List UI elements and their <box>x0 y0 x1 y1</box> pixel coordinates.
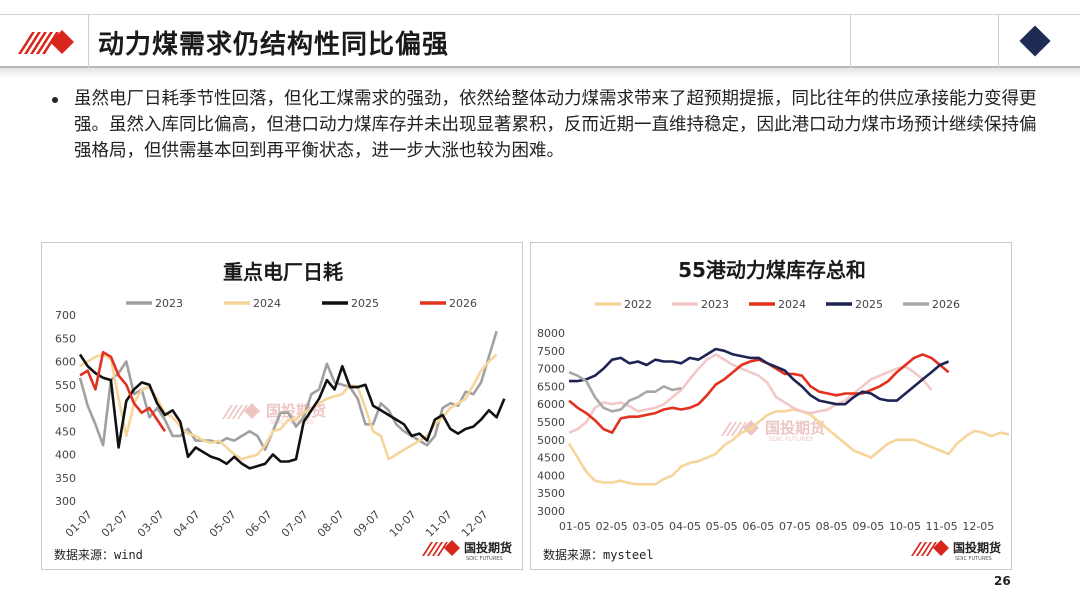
y-tick-label: 650 <box>55 332 76 345</box>
header-divider <box>998 14 999 68</box>
x-tick-label: 08-05 <box>816 520 848 533</box>
chart-panel-port-stock: 55港动力煤库存总和 2022 2023 2024 2025 2026 3000 3500 40… <box>530 242 1012 570</box>
header-divider <box>850 14 851 68</box>
legend-label: 2024 <box>253 297 281 310</box>
y-tick-label: 6500 <box>537 380 565 393</box>
brand-sub: SDIC FUTURES <box>955 556 992 562</box>
series-line-2025 <box>569 347 950 406</box>
x-tick-label: 01-05 <box>559 520 591 533</box>
y-tick-label: 5500 <box>537 416 565 429</box>
x-tick-label: 01-07 <box>63 508 95 540</box>
x-tick-label: 04-07 <box>171 508 203 540</box>
svg-text:SDIC FUTURES: SDIC FUTURES <box>270 419 314 426</box>
y-tick-label: 400 <box>55 449 76 462</box>
x-tick-label: 08-07 <box>315 508 347 540</box>
x-tick-label: 04-05 <box>669 520 701 533</box>
y-tick-label: 8000 <box>537 327 565 340</box>
x-tick-label: 11-07 <box>423 508 455 540</box>
header-divider <box>88 14 89 68</box>
y-tick-label: 350 <box>55 472 76 485</box>
x-tick-label: 10-07 <box>387 508 419 540</box>
legend-label: 2026 <box>449 297 477 310</box>
svg-text:国投期货: 国投期货 <box>765 419 825 437</box>
chart-title: 重点电厂日耗 <box>223 260 343 284</box>
legend-label: 2025 <box>351 297 379 310</box>
bullet-dot-icon <box>52 97 58 103</box>
x-tick-label: 03-05 <box>632 520 664 533</box>
legend-label: 2026 <box>932 298 960 311</box>
bullet-paragraph: 虽然电厂日耗季节性回落，但化工煤需求的强劲，依然给整体动力煤需求带来了超预期提振… <box>52 86 1037 164</box>
x-tick-label: 11-05 <box>926 520 958 533</box>
series-line-2026 <box>79 350 166 433</box>
series-line-2025 <box>78 353 506 470</box>
chart-panel-daily-consumption: 重点电厂日耗 2023 2024 2025 2026 300 350 400 450 500 550… <box>41 242 523 570</box>
y-tick-label: 550 <box>55 379 76 392</box>
x-tick-label: 03-07 <box>135 508 167 540</box>
x-tick-label: 06-07 <box>243 508 275 540</box>
data-source: 数据来源：wind <box>54 547 143 562</box>
y-tick-label: 6000 <box>537 398 565 411</box>
y-tick-label: 300 <box>55 495 76 508</box>
x-tick-label: 10-05 <box>889 520 921 533</box>
header-band <box>0 14 1080 68</box>
page-title: 动力煤需求仍结构性同比偏强 <box>98 30 450 60</box>
series-line-2022 <box>567 408 1010 486</box>
x-tick-label: 05-05 <box>706 520 738 533</box>
page-number: 26 <box>994 574 1011 588</box>
x-tick-label: 09-05 <box>852 520 884 533</box>
legend-label: 2023 <box>155 297 183 310</box>
data-source: 数据来源：mysteel <box>543 547 654 562</box>
x-tick-label: 06-05 <box>742 520 774 533</box>
bullet-text: 虽然电厂日耗季节性回落，但化工煤需求的强劲，依然给整体动力煤需求带来了超预期提振… <box>74 89 1037 161</box>
y-tick-label: 5000 <box>537 434 565 447</box>
port-stock-chart: 55港动力煤库存总和 2022 2023 2024 2025 2026 3000 3500 40… <box>537 258 1010 562</box>
legend-label: 2022 <box>624 298 652 311</box>
y-tick-label: 450 <box>55 425 76 438</box>
series-line-2024 <box>568 353 950 434</box>
brand-name: 国投期货 <box>464 540 512 555</box>
brand-logo-icon <box>422 540 460 556</box>
brand-name: 国投期货 <box>953 540 1001 555</box>
brand-logo-icon <box>911 540 949 556</box>
x-tick-label: 09-07 <box>351 508 383 540</box>
x-tick-label: 12-07 <box>459 508 491 540</box>
y-tick-label: 4500 <box>537 452 565 465</box>
svg-text:国投期货: 国投期货 <box>266 402 326 420</box>
y-tick-label: 7500 <box>537 345 565 358</box>
series-line-2023 <box>78 330 498 452</box>
x-tick-label: 07-05 <box>779 520 811 533</box>
series-line-2023 <box>568 353 933 434</box>
x-tick-label: 12-05 <box>962 520 994 533</box>
y-tick-label: 3000 <box>537 505 565 518</box>
legend-label: 2025 <box>855 298 883 311</box>
brand-logo-icon <box>18 30 74 54</box>
x-tick-label: 02-05 <box>596 520 628 533</box>
y-tick-label: 4000 <box>537 469 565 482</box>
y-tick-label: 7000 <box>537 363 565 376</box>
y-tick-label: 3500 <box>537 487 565 500</box>
svg-text:SDIC FUTURES: SDIC FUTURES <box>769 436 813 443</box>
brand-sub: SDIC FUTURES <box>466 556 503 562</box>
chart-title: 55港动力煤库存总和 <box>678 258 866 282</box>
legend-label: 2024 <box>778 298 806 311</box>
y-tick-label: 500 <box>55 402 76 415</box>
x-tick-label: 02-07 <box>99 508 131 540</box>
legend-label: 2023 <box>701 298 729 311</box>
header-shadow <box>0 68 1080 78</box>
y-tick-label: 700 <box>55 309 76 322</box>
daily-consumption-chart: 重点电厂日耗 2023 2024 2025 2026 300 350 400 450 500 550… <box>54 260 512 562</box>
y-tick-label: 600 <box>55 356 76 369</box>
slide-header: 动力煤需求仍结构性同比偏强 <box>0 0 1080 70</box>
x-tick-label: 05-07 <box>207 508 239 540</box>
series-line-2026 <box>568 370 682 413</box>
x-tick-label: 07-07 <box>279 508 311 540</box>
